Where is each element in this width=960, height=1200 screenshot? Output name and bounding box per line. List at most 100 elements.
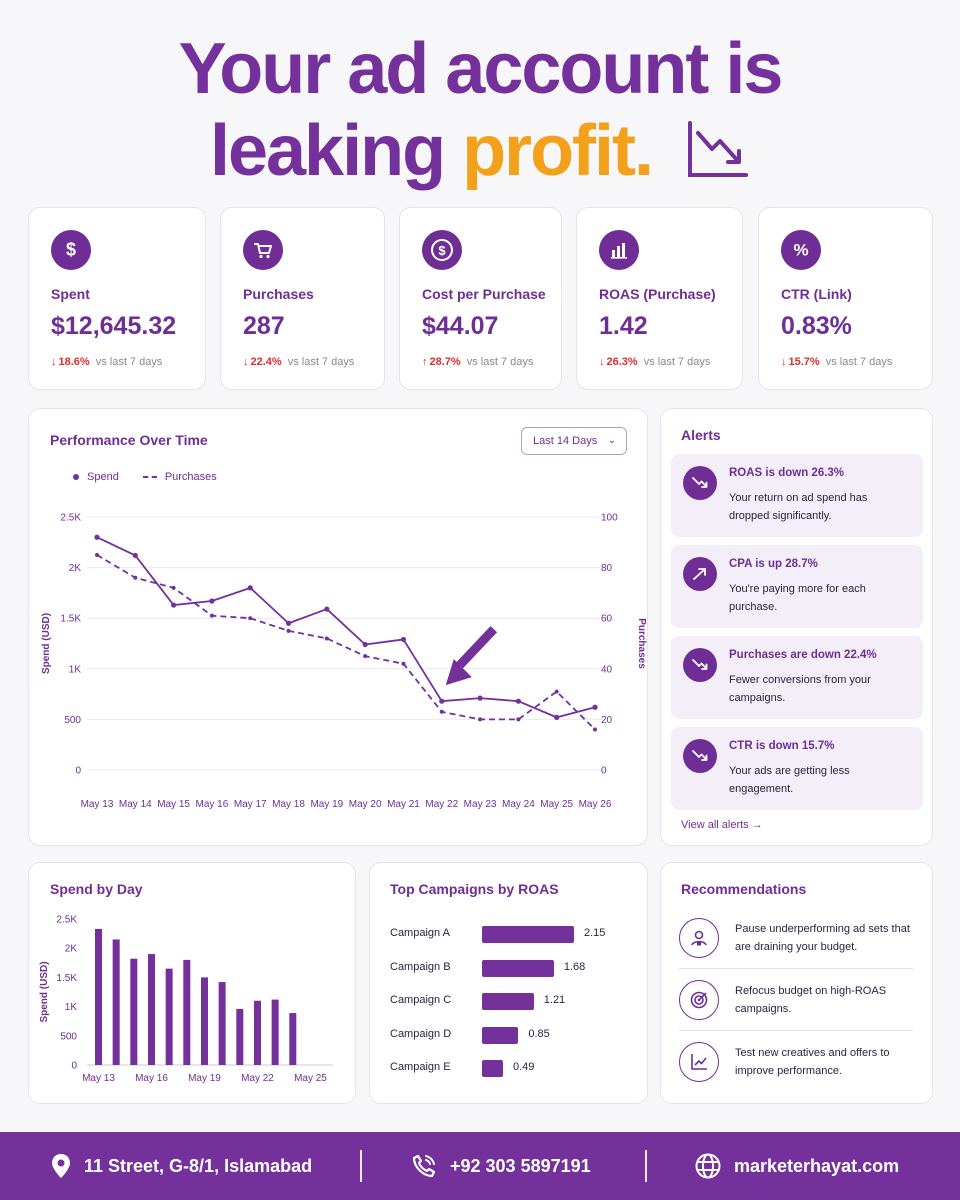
divider	[679, 1030, 913, 1031]
alert-item[interactable]: ROAS is down 26.3% Your return on ad spe…	[671, 454, 923, 537]
alerts-title: Alerts	[681, 427, 721, 443]
dollar-circle-icon: $	[422, 230, 462, 270]
y-tick: 500	[60, 1031, 77, 1042]
purchases-point	[95, 552, 99, 557]
spend-point	[247, 585, 253, 591]
alert-item[interactable]: CTR is down 15.7% Your ads are getting l…	[671, 727, 923, 810]
kpi-card-ctr: % CTR (Link) 0.83% ↓ 15.7% vs last 7 days	[758, 207, 933, 390]
kpi-label: CTR (Link)	[781, 286, 852, 302]
x-tick: May 25	[540, 799, 573, 810]
legend-purchases: Purchases	[142, 471, 217, 483]
footer-phone[interactable]: +92 303 5897191	[410, 1132, 591, 1200]
alert-item[interactable]: Purchases are down 22.4% Fewer conversio…	[671, 636, 923, 719]
date-range-dropdown[interactable]: Last 14 Days ⌄	[521, 427, 627, 455]
purchases-point	[171, 585, 176, 590]
divider	[679, 968, 913, 969]
purchases-point	[554, 689, 559, 694]
recommendation-text: Test new creatives and offers to improve…	[735, 1047, 890, 1077]
y-tick: 1.5K	[56, 973, 77, 984]
kpi-value: 0.83%	[781, 312, 852, 340]
spend-point	[324, 606, 330, 612]
x-tick: May 22	[241, 1073, 274, 1084]
headline-accent: profit.	[462, 111, 654, 191]
bar	[289, 1013, 297, 1065]
kpi-value: 287	[243, 312, 285, 340]
top-campaigns-title: Top Campaigns by ROAS	[390, 881, 559, 897]
y-tick-right: 60	[601, 614, 613, 625]
spend-point	[554, 714, 560, 720]
phone-text: +92 303 5897191	[450, 1155, 591, 1176]
kpi-card-roas: ROAS (Purchase) 1.42 ↓ 26.3% vs last 7 day…	[576, 207, 743, 390]
bar	[271, 999, 279, 1065]
footer: 11 Street, G-8/1, Islamabad +92 303 5897…	[0, 1132, 960, 1200]
campaign-bar	[482, 993, 534, 1010]
spend-point	[515, 698, 521, 704]
trend-down-icon	[688, 120, 749, 177]
spend-point	[209, 598, 215, 604]
campaign-value: 0.49	[512, 1061, 535, 1073]
footer-divider	[360, 1150, 362, 1182]
view-all-alerts-link[interactable]: View all alerts →	[681, 819, 763, 831]
trend-down-icon	[683, 648, 717, 682]
legend-spend: Spend	[73, 471, 119, 483]
kpi-label: Cost per Purchase	[422, 286, 546, 302]
x-tick: May 15	[157, 799, 190, 810]
campaign-value: 1.68	[563, 960, 586, 973]
purchases-point	[133, 575, 138, 580]
headline-line2: leaking profit.	[210, 110, 750, 192]
purchases-point	[478, 717, 483, 722]
y-tick: 2K	[65, 944, 78, 955]
campaign-bar	[482, 1026, 519, 1044]
alert-title: ROAS is down 26.3%	[729, 467, 845, 479]
chart-growth-icon	[679, 1042, 719, 1082]
campaign-label: Campaign B	[390, 960, 451, 973]
spend-point	[362, 641, 368, 648]
y-tick: 0	[71, 1061, 77, 1072]
series-line-spend	[96, 536, 596, 719]
campaign-bar	[482, 959, 554, 977]
svg-text:$: $	[438, 243, 446, 258]
y-tick-right: 20	[601, 715, 613, 726]
y-tick-left: 1.5K	[60, 614, 81, 625]
x-tick: May 14	[119, 799, 152, 810]
trend-down-icon	[683, 739, 717, 773]
location-pin-icon	[52, 1154, 70, 1178]
y-tick: 1K	[65, 1002, 78, 1013]
bar	[253, 1000, 261, 1065]
series-line-purchases	[96, 554, 596, 731]
callout-arrow-head	[445, 659, 472, 686]
bar	[112, 939, 120, 1065]
spend-point	[285, 620, 292, 626]
alert-title: Purchases are down 22.4%	[729, 649, 877, 661]
kpi-delta: ↓ 15.7% vs last 7 days	[781, 356, 893, 368]
kpi-card-spent: $ Spent $12,645.32 ↓ 18.6% vs last 7 days	[28, 207, 206, 390]
x-tick: May 13	[82, 1073, 115, 1084]
x-tick: May 18	[272, 799, 305, 810]
x-tick: May 23	[464, 799, 497, 810]
globe-icon	[695, 1153, 721, 1179]
footer-website[interactable]: marketerhayat.com	[694, 1132, 899, 1200]
campaign-label: Campaign A	[390, 927, 450, 939]
campaign-label: Campaign D	[390, 1027, 452, 1040]
campaign-bar	[482, 926, 574, 943]
footer-address: 11 Street, G-8/1, Islamabad	[50, 1132, 312, 1200]
recommendations-title: Recommendations	[681, 881, 807, 897]
callout-arrow-shaft	[456, 626, 498, 669]
x-tick: May 20	[349, 799, 382, 810]
alert-desc: Fewer conversions from your campaigns.	[729, 674, 871, 704]
chevron-down-icon: ⌄	[607, 435, 616, 446]
spend-point	[171, 602, 177, 608]
alert-item[interactable]: CPA is up 28.7% You're paying more for e…	[671, 545, 923, 628]
footer-divider	[645, 1150, 647, 1182]
alert-title: CTR is down 15.7%	[729, 740, 835, 752]
kpi-delta: ↓ 22.4% vs last 7 days	[243, 356, 355, 368]
alert-desc: Your ads are getting less engagement.	[729, 765, 850, 795]
campaign-label: Campaign C	[390, 994, 452, 1006]
headline-plain: leaking	[209, 111, 463, 191]
campaign-value: 1.21	[543, 994, 566, 1006]
kpi-card-cost-per-purchase: $ Cost per Purchase $44.07 ↑ 28.7% vs last…	[399, 207, 562, 390]
kpi-value: $12,645.32	[51, 312, 177, 340]
chart-legend: Spend Purchases	[73, 471, 217, 483]
headline: Your ad account is leaking profit.	[0, 28, 960, 192]
purchases-point	[363, 654, 368, 659]
